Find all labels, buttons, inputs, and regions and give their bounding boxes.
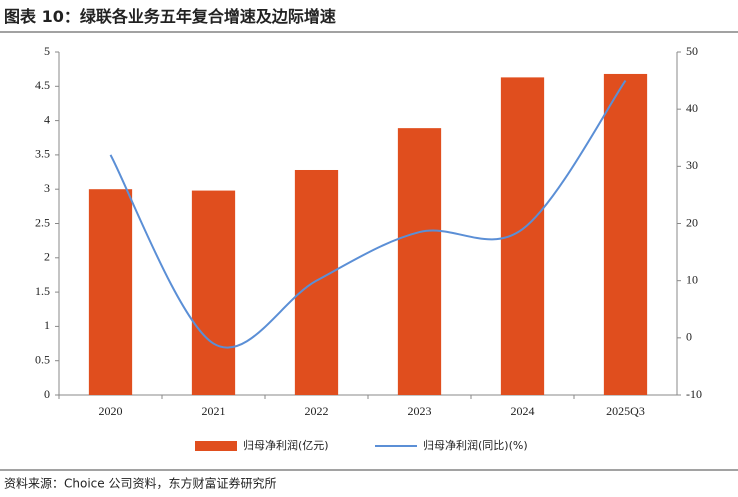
legend-label: 归母净利润(亿元): [243, 438, 329, 452]
line: [109, 80, 627, 349]
y-tick-label: 1.5: [35, 284, 50, 298]
y2-tick-label: 20: [686, 215, 698, 229]
y-tick-label: 2.5: [35, 215, 50, 229]
y-tick-label: 5: [44, 44, 50, 58]
y2-tick-label: 30: [686, 158, 698, 172]
y2-tick-label: 40: [686, 101, 698, 115]
y-tick-label: 0: [44, 387, 50, 401]
x-tick-label: 2025Q3: [606, 404, 645, 418]
bar: [191, 190, 236, 395]
y2-tick-label: 0: [686, 330, 692, 344]
bar: [397, 128, 442, 395]
chart-title: 图表 10：绿联各业务五年复合增速及边际增速: [4, 7, 336, 26]
y-tick-label: 2: [44, 250, 50, 264]
y2-tick-label: 50: [686, 44, 698, 58]
legend-label: 归母净利润(同比)(%): [423, 438, 528, 452]
y-tick-label: 4: [44, 112, 50, 126]
x-tick-label: 2022: [305, 404, 329, 418]
bar: [294, 169, 339, 395]
y2-tick-label: 10: [686, 272, 698, 286]
x-tick-label: 2021: [202, 404, 226, 418]
y-tick-label: 4.5: [35, 78, 50, 92]
y-tick-label: 3.5: [35, 147, 50, 161]
y2-tick-label: -10: [686, 387, 702, 401]
bar: [603, 73, 648, 396]
y-tick-label: 3: [44, 181, 50, 195]
y-tick-label: 1: [44, 318, 50, 332]
bar: [88, 189, 133, 395]
legend-swatch: [195, 441, 237, 451]
x-tick-label: 2020: [99, 404, 123, 418]
x-tick-label: 2024: [511, 404, 535, 418]
y-tick-label: 0.5: [35, 352, 50, 366]
x-tick-label: 2023: [408, 404, 432, 418]
source: 资料来源：Choice 公司资料，东方财富证券研究所: [4, 476, 276, 491]
